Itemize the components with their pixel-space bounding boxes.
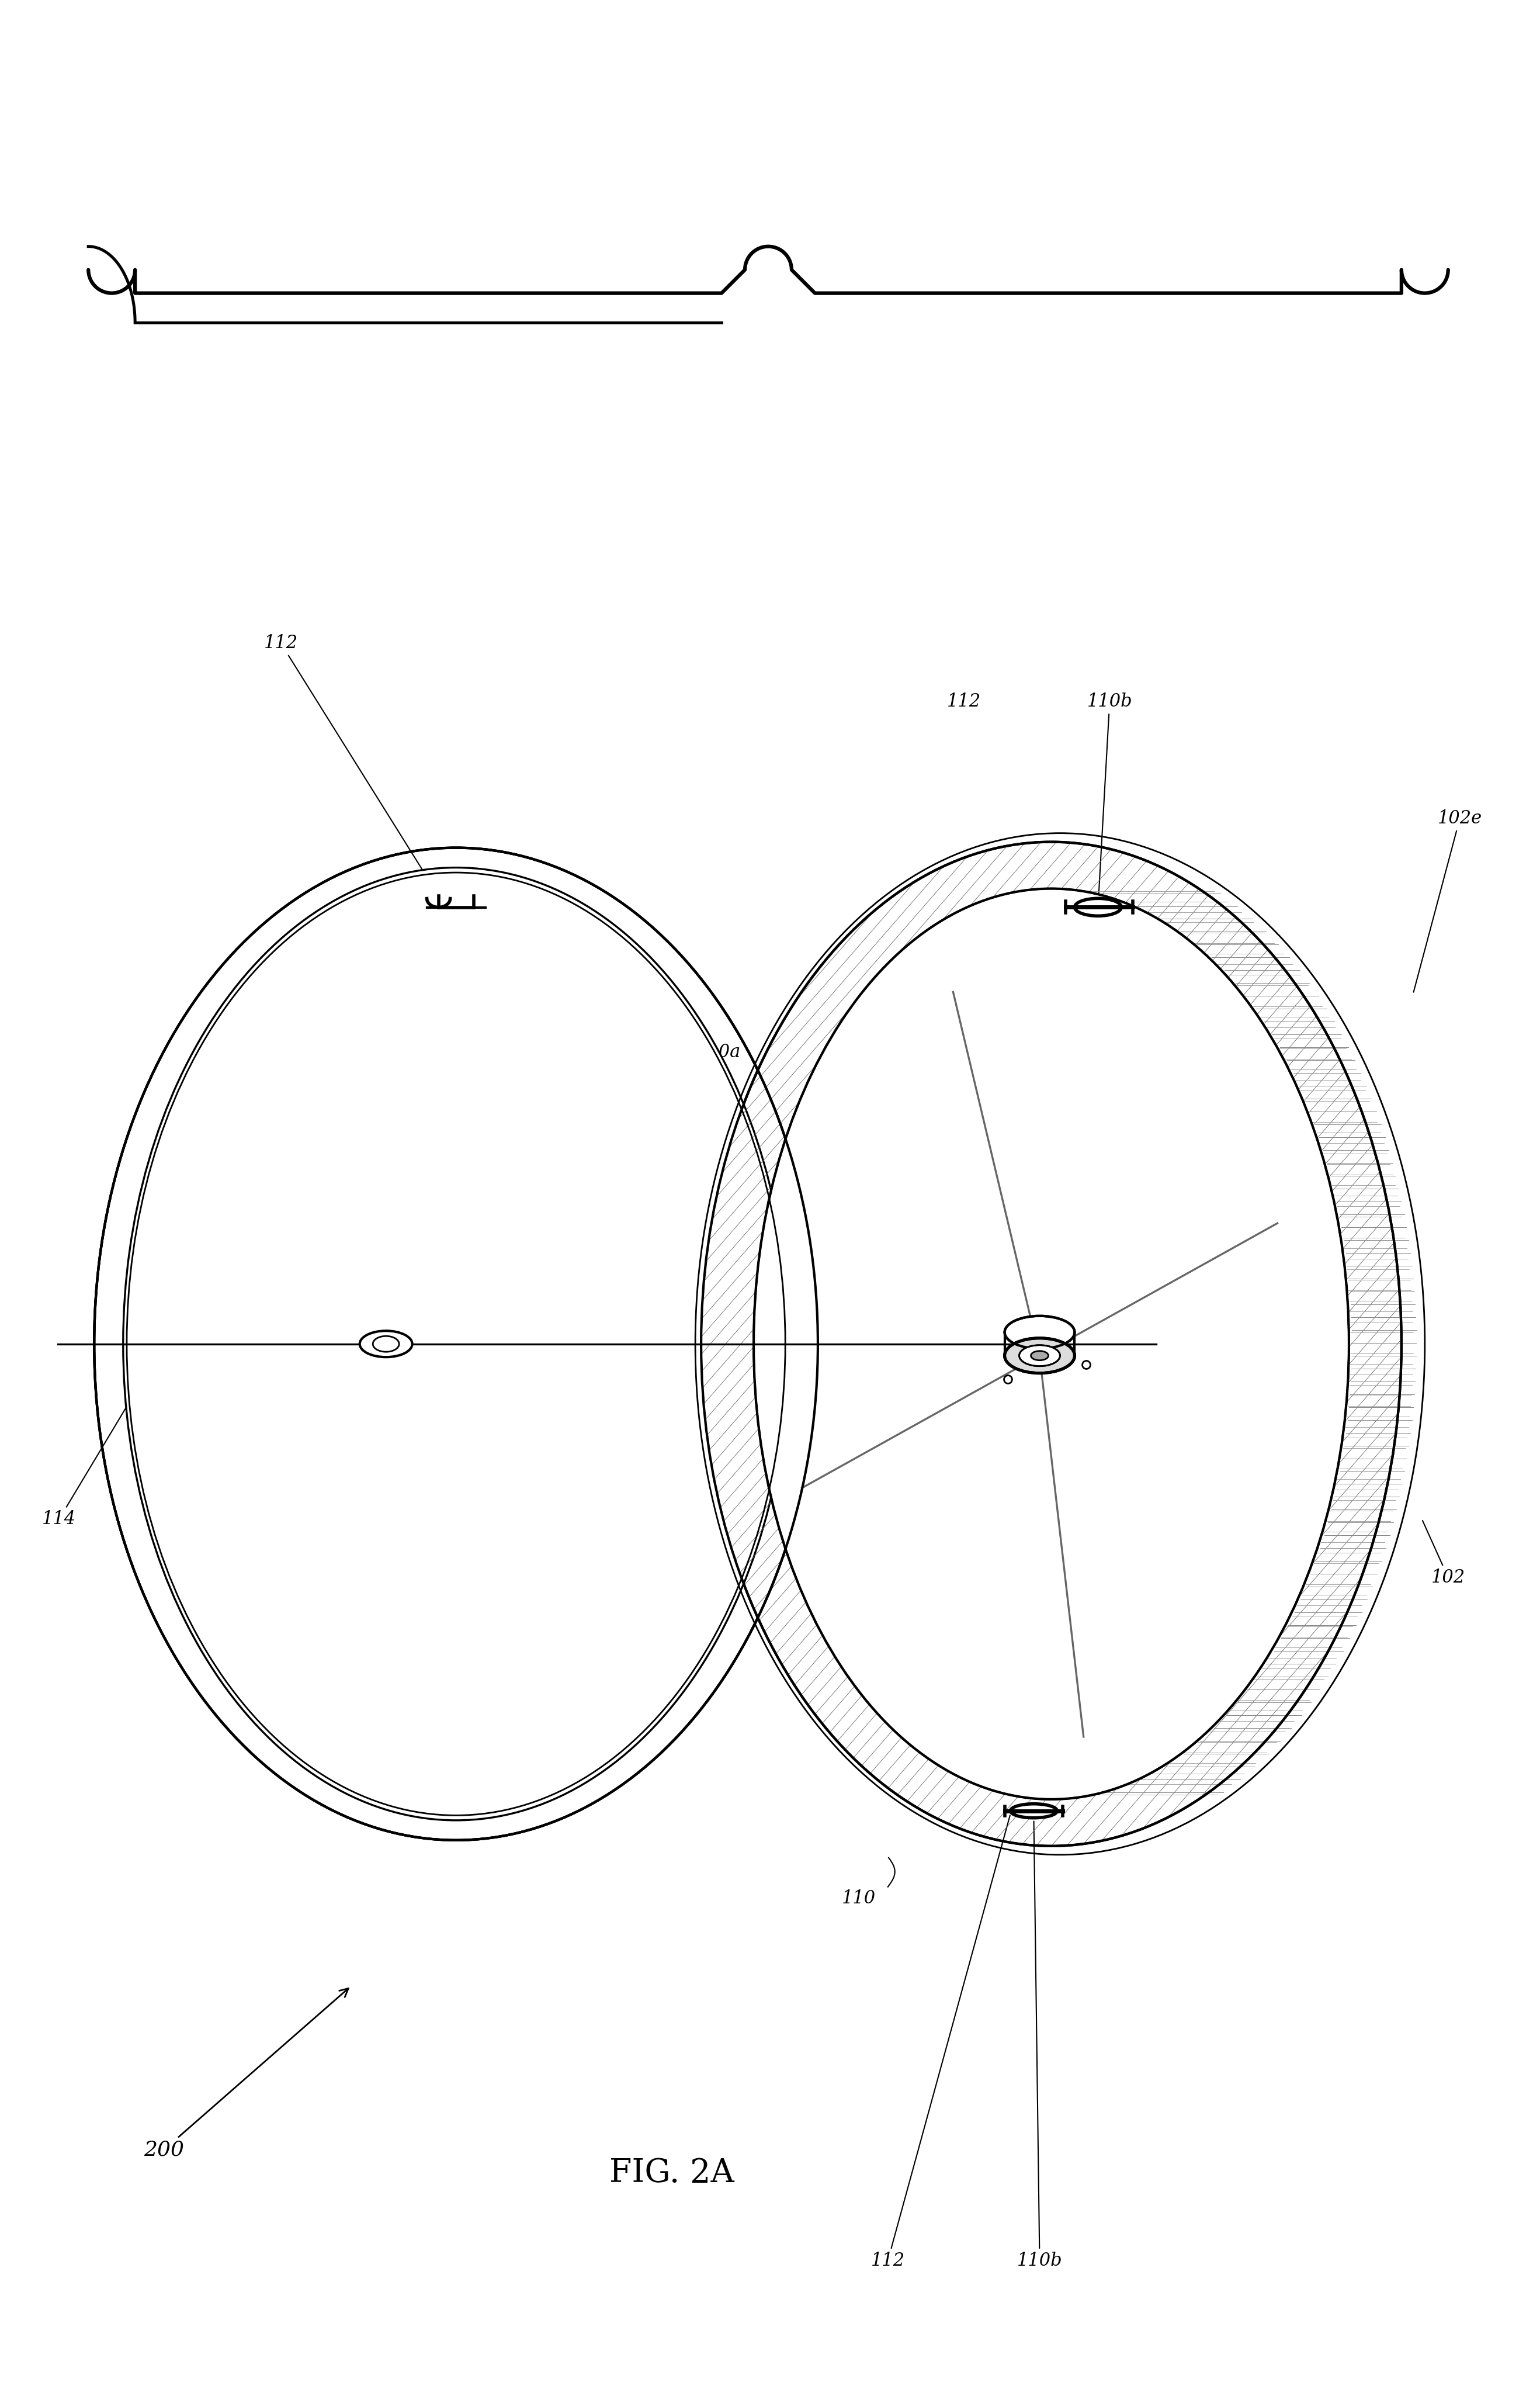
Text: 110b: 110b xyxy=(1016,1822,1063,2270)
Text: 102: 102 xyxy=(1423,1520,1465,1586)
Text: 116b: 116b xyxy=(785,1191,827,1205)
Text: 112: 112 xyxy=(263,634,437,893)
Text: 110d: 110d xyxy=(926,1686,967,1703)
Text: 110: 110 xyxy=(842,1889,876,1908)
Ellipse shape xyxy=(753,888,1349,1798)
Text: 0: 0 xyxy=(1058,1151,1067,1165)
Text: 111: 111 xyxy=(1001,1308,1032,1322)
Text: 110b: 110b xyxy=(1087,693,1132,905)
Text: 110d: 110d xyxy=(1177,1658,1218,1672)
Ellipse shape xyxy=(1004,1315,1075,1348)
Ellipse shape xyxy=(1004,1339,1075,1372)
Ellipse shape xyxy=(1019,1346,1060,1367)
Ellipse shape xyxy=(360,1332,413,1358)
Text: 102e: 102e xyxy=(1414,810,1481,993)
Text: 114b: 114b xyxy=(240,1160,368,1312)
Ellipse shape xyxy=(276,1072,638,1617)
Ellipse shape xyxy=(123,867,788,1820)
Ellipse shape xyxy=(94,848,818,1841)
Text: 114a: 114a xyxy=(357,1772,402,1791)
Text: 110a: 110a xyxy=(1204,1510,1249,1529)
Ellipse shape xyxy=(1010,1803,1056,1817)
Text: 116c: 116c xyxy=(1147,1413,1187,1427)
Text: 112: 112 xyxy=(947,693,981,710)
Ellipse shape xyxy=(1030,1351,1049,1360)
Text: 110a: 110a xyxy=(696,1043,741,1060)
Text: FIG. 2A: FIG. 2A xyxy=(610,2158,735,2189)
Ellipse shape xyxy=(1075,898,1121,917)
Text: 200: 200 xyxy=(145,1989,348,2160)
Text: 130: 130 xyxy=(1036,1220,1067,1236)
Ellipse shape xyxy=(701,841,1401,1846)
Text: 111': 111' xyxy=(870,1277,906,1293)
Text: 114: 114 xyxy=(42,1403,128,1529)
Text: 116: 116 xyxy=(873,1541,904,1555)
Text: 111': 111' xyxy=(1046,1103,1081,1117)
Text: 116a: 116a xyxy=(785,1277,827,1293)
Text: 112: 112 xyxy=(872,1815,1010,2270)
